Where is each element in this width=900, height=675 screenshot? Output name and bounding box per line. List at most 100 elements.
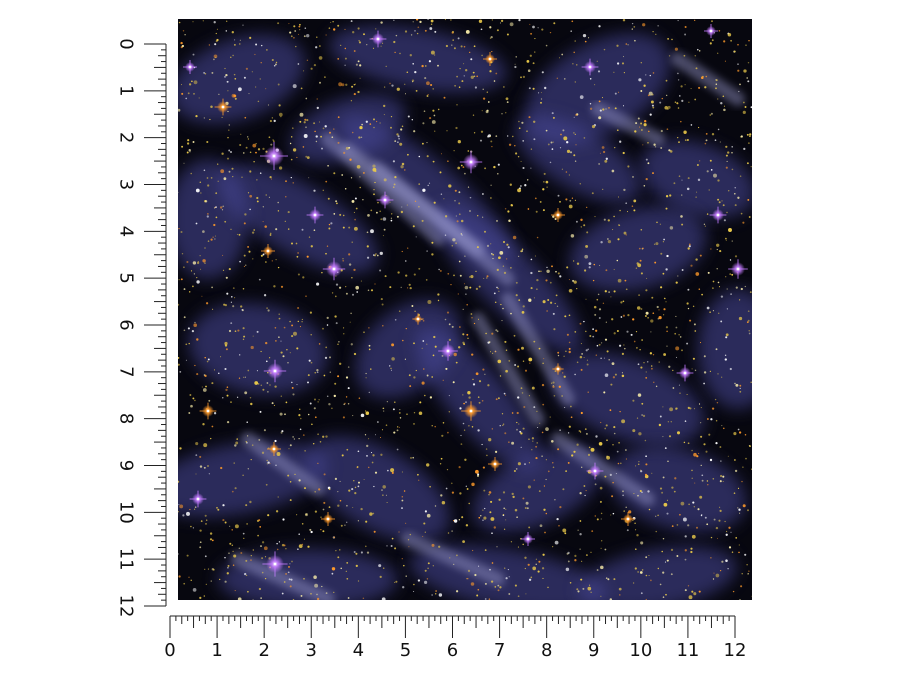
dust-star: [318, 343, 321, 345]
dust-star: [262, 206, 264, 208]
dust-star: [639, 126, 641, 128]
dust-star: [590, 551, 592, 553]
dust-star: [580, 343, 582, 345]
dust-star: [698, 288, 701, 290]
dust-star: [614, 146, 616, 149]
dust-star: [494, 586, 497, 588]
dust-star: [637, 117, 640, 120]
dust-star: [328, 223, 331, 226]
dust-star: [666, 128, 669, 131]
dust-star: [231, 296, 233, 298]
dust-star: [731, 151, 733, 154]
dust-star: [651, 367, 653, 370]
dust-star: [301, 228, 304, 231]
horizontal-ruler-label: 5: [400, 640, 411, 661]
dust-star: [596, 518, 599, 521]
nebula-cloud: [290, 94, 406, 164]
dust-star: [579, 431, 582, 433]
dust-star: [206, 140, 209, 144]
dust-star: [398, 137, 400, 140]
dust-star: [591, 530, 594, 532]
dust-star: [622, 494, 624, 497]
dust-star: [195, 188, 200, 193]
dust-star: [393, 19, 395, 21]
dust-star: [188, 149, 191, 152]
dust-star: [688, 101, 690, 103]
dust-star: [298, 479, 301, 482]
dust-star: [648, 91, 653, 96]
dust-star: [256, 196, 259, 200]
dust-star: [659, 101, 662, 104]
dust-star: [620, 301, 623, 304]
dust-star: [470, 58, 473, 61]
dust-star: [721, 376, 723, 378]
dust-star: [242, 532, 245, 535]
dust-star: [399, 409, 401, 411]
dust-star: [303, 577, 305, 580]
dust-star: [261, 451, 265, 454]
dust-star: [662, 314, 665, 316]
nebula-cloud: [551, 352, 705, 446]
dust-star: [421, 381, 425, 385]
dust-star: [618, 91, 620, 93]
dust-star: [480, 130, 484, 133]
dust-star: [483, 230, 487, 233]
dust-star: [182, 514, 185, 517]
dust-star: [734, 382, 736, 385]
dust-star: [639, 349, 641, 351]
dust-star: [656, 221, 658, 224]
dust-star: [650, 331, 652, 333]
dust-star: [662, 406, 664, 408]
dust-star: [187, 139, 190, 142]
dust-star: [709, 458, 713, 462]
dust-star: [731, 273, 734, 276]
dust-star: [355, 63, 359, 66]
dust-star: [613, 426, 616, 429]
dust-star: [316, 106, 319, 110]
dust-star: [749, 445, 751, 448]
dust-star: [473, 75, 476, 78]
dust-star: [505, 112, 507, 114]
dust-star: [518, 120, 520, 123]
dust-star: [456, 220, 459, 223]
dust-star: [338, 286, 342, 289]
dust-star: [386, 545, 388, 547]
dust-star: [275, 510, 279, 513]
dust-star: [716, 243, 720, 247]
dust-star: [441, 500, 446, 505]
dust-star: [617, 462, 620, 465]
dust-star: [514, 63, 516, 65]
dust-star: [611, 169, 615, 173]
dust-star: [701, 479, 704, 482]
dust-star: [285, 547, 287, 550]
dust-star: [392, 408, 395, 411]
dust-star: [597, 70, 601, 73]
dust-star: [490, 140, 493, 143]
dust-star: [185, 359, 187, 361]
dust-star: [741, 573, 743, 575]
dust-star: [583, 356, 585, 359]
dust-star: [717, 198, 720, 201]
dust-star: [547, 470, 550, 473]
dust-star: [353, 211, 355, 213]
dust-star: [627, 44, 629, 46]
dust-star: [430, 83, 433, 87]
dust-star: [553, 394, 556, 397]
dust-star: [535, 558, 538, 560]
dust-star: [360, 507, 363, 511]
dust-star: [744, 433, 747, 436]
nebula-wisp: [241, 432, 325, 496]
dust-star: [535, 457, 538, 460]
dust-star: [291, 335, 294, 338]
dust-star: [603, 218, 606, 221]
dust-star: [211, 71, 214, 74]
dust-star: [363, 33, 365, 36]
dust-star: [178, 227, 180, 230]
dust-star: [598, 343, 601, 346]
dust-star: [474, 573, 477, 577]
dust-star: [381, 597, 386, 600]
dust-star: [618, 441, 620, 444]
dust-star: [600, 518, 602, 520]
dust-star: [737, 507, 739, 509]
dust-star: [448, 395, 450, 397]
